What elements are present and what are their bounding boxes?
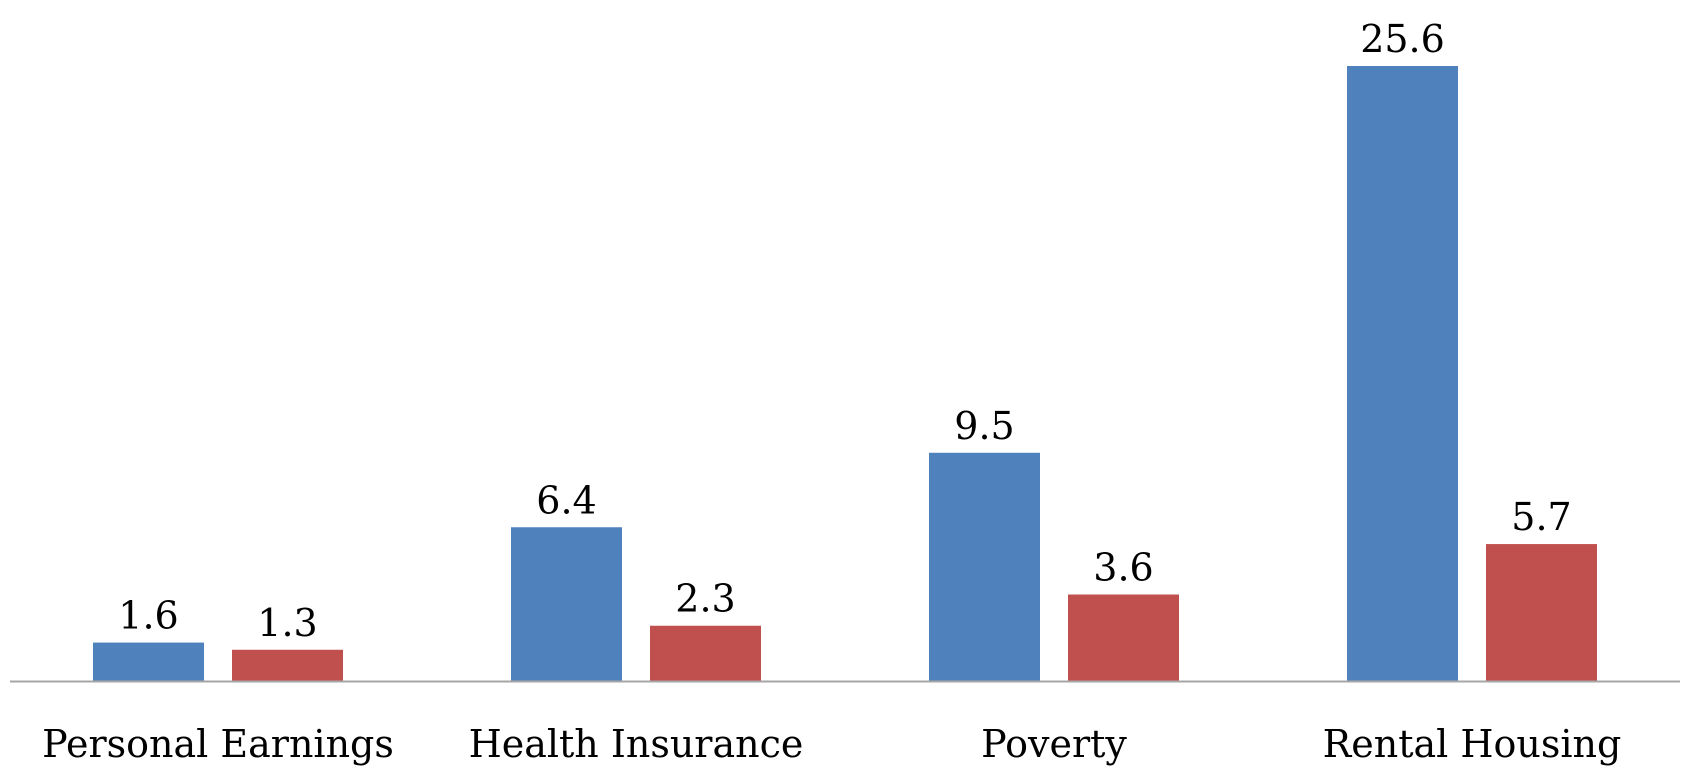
bar-personal-earnings-series-a — [93, 642, 204, 681]
category-label-poverty: Poverty — [981, 722, 1127, 766]
bar-poverty-series-a — [929, 452, 1040, 681]
value-label-personal-earnings-series-a: 1.6 — [118, 594, 178, 638]
value-label-health-insurance-series-a: 6.4 — [536, 478, 596, 522]
value-label-poverty-series-b: 3.6 — [1093, 546, 1153, 590]
value-label-rental-housing-series-b: 5.7 — [1511, 495, 1571, 539]
value-label-poverty-series-a: 9.5 — [954, 404, 1014, 448]
value-label-health-insurance-series-b: 2.3 — [675, 577, 735, 621]
bar-health-insurance-series-b — [650, 625, 761, 681]
bar-rental-housing-series-a — [1347, 66, 1458, 681]
category-label-rental-housing: Rental Housing — [1323, 722, 1622, 766]
category-labels-group: Personal Earnings Health Insurance Poverty… — [42, 722, 1621, 766]
category-label-personal-earnings: Personal Earnings — [42, 722, 394, 766]
bar-poverty-series-b — [1068, 594, 1179, 681]
bar-health-insurance-series-a — [511, 527, 622, 681]
value-labels-group: 1.6 1.3 6.4 2.3 9.5 3.6 25.6 5.7 — [118, 17, 1571, 645]
category-label-health-insurance: Health Insurance — [469, 722, 804, 766]
bar-rental-housing-series-b — [1486, 544, 1597, 681]
bar-personal-earnings-series-b — [232, 649, 343, 681]
bars-group — [93, 66, 1597, 681]
value-label-personal-earnings-series-b: 1.3 — [257, 601, 317, 645]
value-label-rental-housing-series-a: 25.6 — [1360, 17, 1445, 61]
